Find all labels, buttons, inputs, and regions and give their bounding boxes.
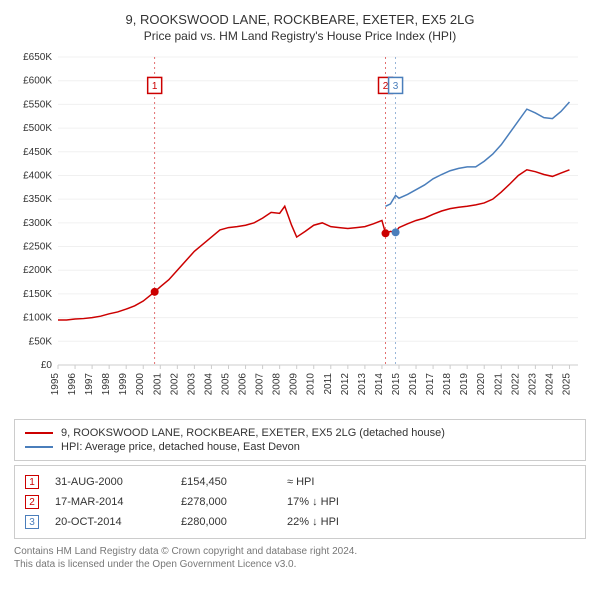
svg-text:1: 1 [152,81,158,92]
svg-text:2010: 2010 [306,373,317,396]
svg-text:£250K: £250K [23,242,52,253]
price-diff: ≈ HPI [287,476,397,488]
svg-text:£550K: £550K [23,99,52,110]
svg-text:2021: 2021 [493,373,504,396]
price-date: 20-OCT-2014 [55,516,165,528]
svg-text:1996: 1996 [67,373,78,396]
svg-text:2007: 2007 [255,373,266,396]
svg-text:1995: 1995 [50,373,61,396]
svg-text:2017: 2017 [425,373,436,396]
svg-text:2012: 2012 [340,373,351,396]
svg-text:2000: 2000 [135,373,146,396]
svg-text:2004: 2004 [203,373,214,396]
svg-text:£150K: £150K [23,289,52,300]
price-marker: 2 [25,495,39,509]
svg-text:£500K: £500K [23,123,52,134]
price-date: 17-MAR-2014 [55,496,165,508]
svg-text:2001: 2001 [152,373,163,396]
svg-text:£450K: £450K [23,147,52,158]
legend-label: HPI: Average price, detached house, East… [61,441,300,453]
price-amount: £154,450 [181,476,271,488]
price-row: 2 17-MAR-2014 £278,000 17% ↓ HPI [25,492,575,512]
svg-text:£400K: £400K [23,170,52,181]
svg-text:£600K: £600K [23,76,52,87]
price-amount: £278,000 [181,496,271,508]
svg-text:2011: 2011 [323,373,334,395]
svg-text:1999: 1999 [118,373,129,396]
legend-label: 9, ROOKSWOOD LANE, ROCKBEARE, EXETER, EX… [61,427,445,439]
price-diff: 22% ↓ HPI [287,516,397,528]
svg-text:£50K: £50K [29,336,53,347]
svg-text:2018: 2018 [442,373,453,396]
svg-text:2013: 2013 [357,373,368,396]
svg-text:2002: 2002 [169,373,180,396]
legend-item: 9, ROOKSWOOD LANE, ROCKBEARE, EXETER, EX… [25,426,575,440]
svg-text:2022: 2022 [510,373,521,396]
svg-text:1998: 1998 [101,373,112,396]
svg-text:2009: 2009 [289,373,300,396]
svg-text:2019: 2019 [459,373,470,396]
price-row: 1 31-AUG-2000 £154,450 ≈ HPI [25,472,575,492]
legend: 9, ROOKSWOOD LANE, ROCKBEARE, EXETER, EX… [14,419,586,461]
svg-text:£650K: £650K [23,52,52,63]
chart-area: £0 £50K £100K £150K £200K £250K £300K £350K £400… [12,51,588,411]
footnote-line: Contains HM Land Registry data © Crown c… [14,545,586,558]
svg-text:2025: 2025 [561,373,572,396]
svg-text:2015: 2015 [391,373,402,396]
svg-text:£100K: £100K [23,313,52,324]
legend-item: HPI: Average price, detached house, East… [25,440,575,454]
svg-text:£0: £0 [41,360,53,371]
svg-text:2005: 2005 [220,373,231,396]
chart-title: 9, ROOKSWOOD LANE, ROCKBEARE, EXETER, EX… [12,12,588,27]
svg-text:£200K: £200K [23,265,52,276]
price-table: 1 31-AUG-2000 £154,450 ≈ HPI 2 17-MAR-2014 £27… [14,465,586,539]
price-row: 3 20-OCT-2014 £280,000 22% ↓ HPI [25,512,575,532]
svg-text:2006: 2006 [238,373,249,396]
price-amount: £280,000 [181,516,271,528]
svg-text:£350K: £350K [23,194,52,205]
line-chart: £0 £50K £100K £150K £200K £250K £300K £350K £400… [12,51,588,411]
footnote: Contains HM Land Registry data © Crown c… [14,545,586,571]
svg-text:2024: 2024 [544,373,555,396]
price-marker: 3 [25,515,39,529]
svg-text:2020: 2020 [476,373,487,396]
svg-text:2003: 2003 [186,373,197,396]
svg-text:1997: 1997 [84,373,95,396]
price-marker: 1 [25,475,39,489]
legend-swatch [25,432,53,434]
svg-text:2023: 2023 [527,373,538,396]
svg-text:2014: 2014 [374,373,385,396]
legend-swatch [25,446,53,448]
svg-text:£300K: £300K [23,218,52,229]
price-diff: 17% ↓ HPI [287,496,397,508]
svg-text:2008: 2008 [272,373,283,396]
price-date: 31-AUG-2000 [55,476,165,488]
svg-text:2016: 2016 [408,373,419,396]
footnote-line: This data is licensed under the Open Gov… [14,558,586,571]
chart-subtitle: Price paid vs. HM Land Registry's House … [12,29,588,43]
svg-text:3: 3 [393,81,399,92]
